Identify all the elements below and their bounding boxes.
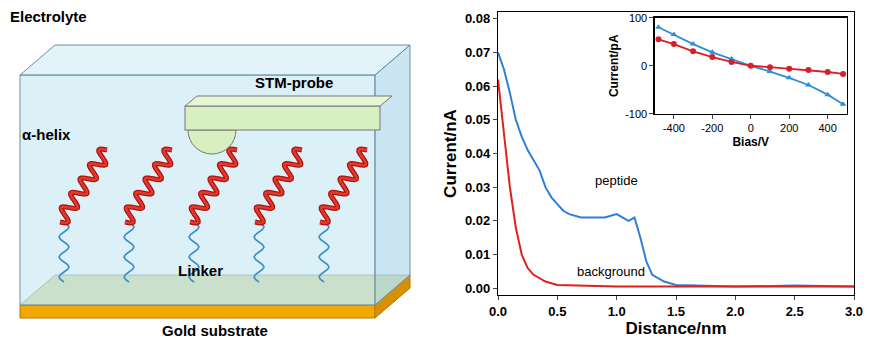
svg-text:1.0: 1.0	[608, 304, 626, 319]
svg-text:2.5: 2.5	[786, 304, 804, 319]
svg-text:Current/pA: Current/pA	[607, 34, 621, 97]
svg-text:Electrolyte: Electrolyte	[10, 8, 87, 25]
svg-text:0.00: 0.00	[465, 281, 490, 296]
svg-text:background: background	[577, 264, 645, 279]
svg-text:0: 0	[641, 60, 647, 72]
svg-text:400: 400	[818, 122, 836, 134]
svg-text:0.04: 0.04	[465, 146, 491, 161]
svg-text:0.05: 0.05	[465, 112, 490, 127]
svg-text:Gold substrate: Gold substrate	[162, 322, 268, 339]
svg-text:0.03: 0.03	[465, 180, 490, 195]
svg-text:peptide: peptide	[595, 173, 638, 188]
svg-text:3.0: 3.0	[845, 304, 863, 319]
svg-text:100: 100	[629, 12, 647, 24]
svg-text:0.5: 0.5	[548, 304, 566, 319]
svg-text:0.0: 0.0	[489, 304, 507, 319]
svg-text:0.02: 0.02	[465, 213, 490, 228]
svg-text:-400: -400	[663, 122, 685, 134]
svg-text:0.01: 0.01	[465, 247, 490, 262]
svg-text:Current/nA: Current/nA	[441, 109, 460, 198]
svg-text:-200: -200	[701, 122, 723, 134]
svg-text:0.07: 0.07	[465, 45, 490, 60]
svg-text:Bias/V: Bias/V	[732, 135, 769, 149]
svg-text:STM-probe: STM-probe	[255, 74, 333, 91]
svg-text:0: 0	[748, 122, 754, 134]
svg-text:α-helix: α-helix	[22, 126, 71, 143]
svg-text:Distance/nm: Distance/nm	[625, 319, 726, 338]
svg-text:200: 200	[780, 122, 798, 134]
svg-text:0.08: 0.08	[465, 11, 490, 26]
svg-text:1.5: 1.5	[667, 304, 685, 319]
svg-text:0.06: 0.06	[465, 79, 490, 94]
svg-text:2.0: 2.0	[726, 304, 744, 319]
svg-text:Linker: Linker	[178, 262, 223, 279]
svg-text:-100: -100	[625, 108, 647, 120]
